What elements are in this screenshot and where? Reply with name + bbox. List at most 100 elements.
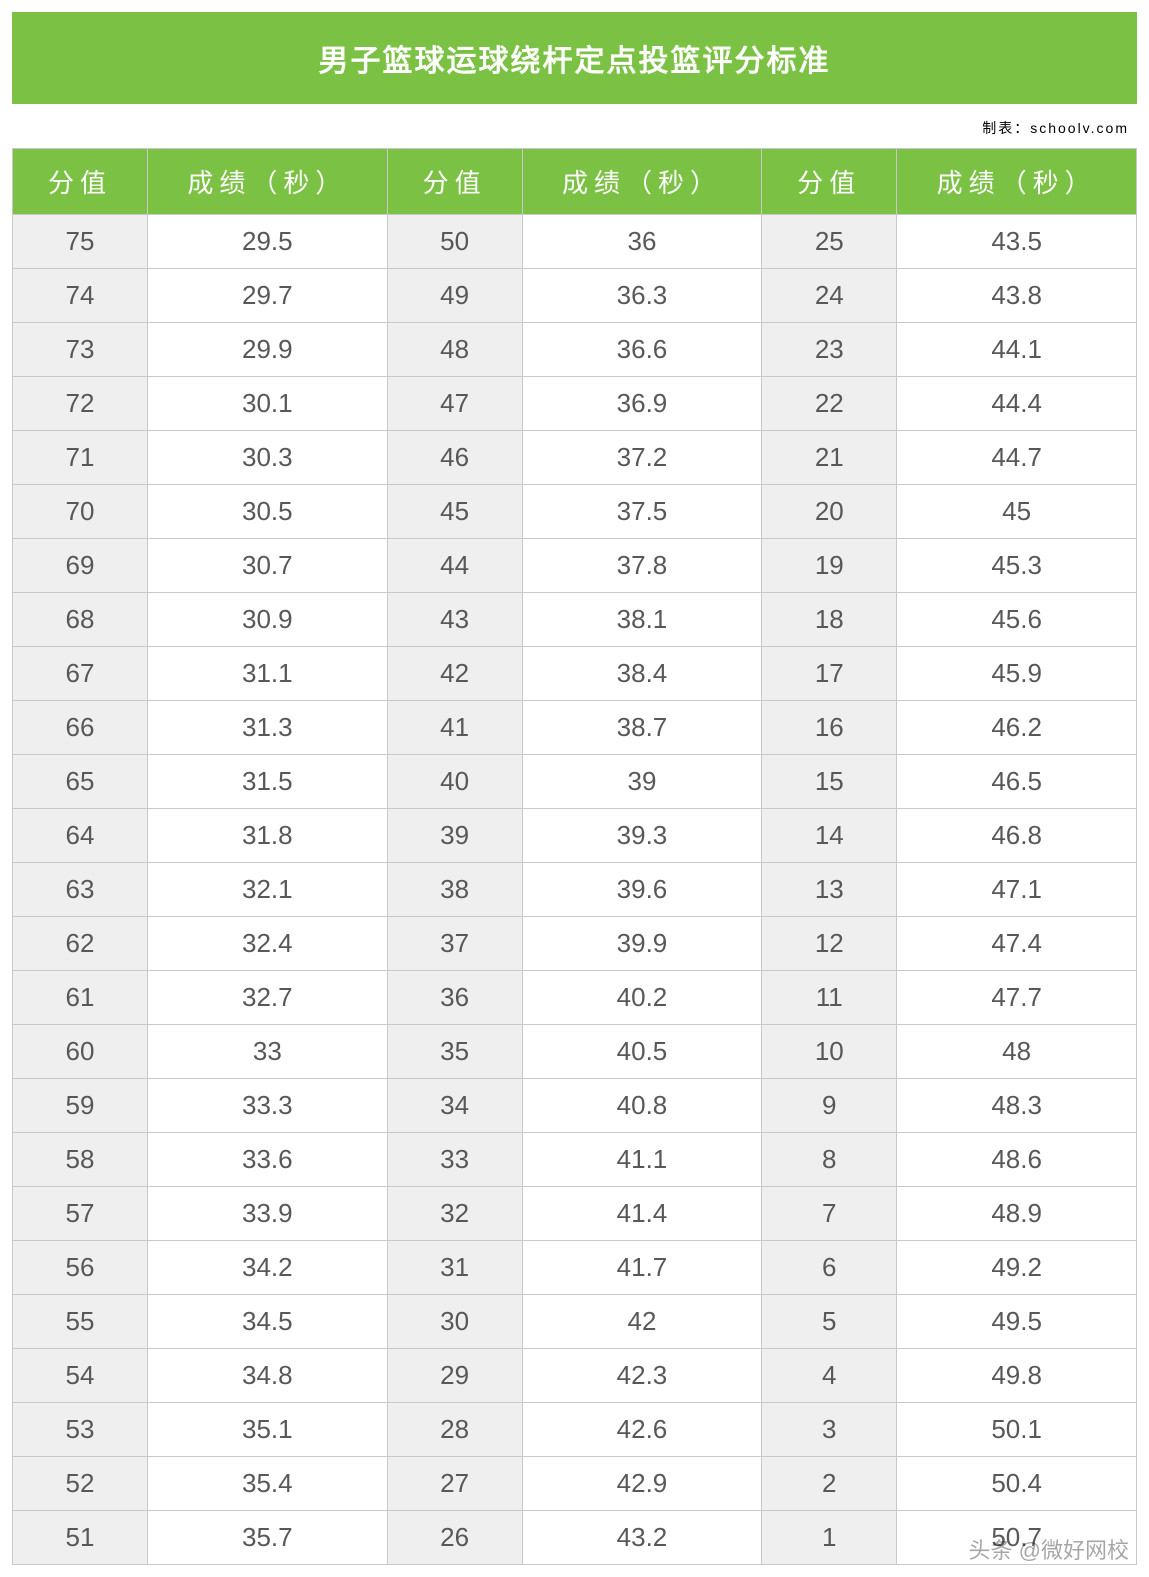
score-cell: 62 (13, 917, 148, 971)
time-cell: 48.3 (897, 1079, 1137, 1133)
time-cell: 40.5 (522, 1025, 762, 1079)
time-cell: 48.9 (897, 1187, 1137, 1241)
score-cell: 43 (387, 593, 522, 647)
table-row: 6132.73640.21147.7 (13, 971, 1137, 1025)
table-row: 7529.550362543.5 (13, 215, 1137, 269)
score-cell: 5 (762, 1295, 897, 1349)
score-cell: 59 (13, 1079, 148, 1133)
time-cell: 41.7 (522, 1241, 762, 1295)
time-cell: 40.8 (522, 1079, 762, 1133)
score-cell: 63 (13, 863, 148, 917)
score-cell: 50 (387, 215, 522, 269)
score-cell: 3 (762, 1403, 897, 1457)
time-cell: 45.3 (897, 539, 1137, 593)
time-cell: 43.2 (522, 1511, 762, 1565)
score-cell: 45 (387, 485, 522, 539)
score-cell: 30 (387, 1295, 522, 1349)
table-row: 5634.23141.7649.2 (13, 1241, 1137, 1295)
table-row: 6332.13839.61347.1 (13, 863, 1137, 917)
score-cell: 33 (387, 1133, 522, 1187)
score-cell: 40 (387, 755, 522, 809)
score-cell: 52 (13, 1457, 148, 1511)
time-cell: 32.7 (148, 971, 388, 1025)
time-cell: 29.7 (148, 269, 388, 323)
score-cell: 69 (13, 539, 148, 593)
score-cell: 28 (387, 1403, 522, 1457)
time-cell: 43.5 (897, 215, 1137, 269)
time-cell: 37.2 (522, 431, 762, 485)
time-cell: 39.6 (522, 863, 762, 917)
time-cell: 42.6 (522, 1403, 762, 1457)
time-cell: 37.8 (522, 539, 762, 593)
table-row: 5933.33440.8948.3 (13, 1079, 1137, 1133)
time-cell: 50.4 (897, 1457, 1137, 1511)
time-cell: 43.8 (897, 269, 1137, 323)
time-cell: 38.7 (522, 701, 762, 755)
header-time-2: 成绩（秒） (522, 149, 762, 215)
score-cell: 54 (13, 1349, 148, 1403)
score-cell: 31 (387, 1241, 522, 1295)
table-row: 7230.14736.92244.4 (13, 377, 1137, 431)
time-cell: 36 (522, 215, 762, 269)
score-cell: 46 (387, 431, 522, 485)
time-cell: 42.3 (522, 1349, 762, 1403)
header-time-3: 成绩（秒） (897, 149, 1137, 215)
time-cell: 46.2 (897, 701, 1137, 755)
time-cell: 46.8 (897, 809, 1137, 863)
table-row: 5733.93241.4748.9 (13, 1187, 1137, 1241)
time-cell: 49.8 (897, 1349, 1137, 1403)
header-time-1: 成绩（秒） (148, 149, 388, 215)
time-cell: 39.3 (522, 809, 762, 863)
time-cell: 44.4 (897, 377, 1137, 431)
score-cell: 56 (13, 1241, 148, 1295)
time-cell: 30.1 (148, 377, 388, 431)
time-cell: 29.9 (148, 323, 388, 377)
score-cell: 1 (762, 1511, 897, 1565)
table-header: 分值 成绩（秒） 分值 成绩（秒） 分值 成绩（秒） (13, 149, 1137, 215)
score-cell: 14 (762, 809, 897, 863)
time-cell: 30.7 (148, 539, 388, 593)
score-cell: 67 (13, 647, 148, 701)
table-row: 5235.42742.9250.4 (13, 1457, 1137, 1511)
time-cell: 47.4 (897, 917, 1137, 971)
score-cell: 65 (13, 755, 148, 809)
time-cell: 49.2 (897, 1241, 1137, 1295)
time-cell: 34.2 (148, 1241, 388, 1295)
score-cell: 64 (13, 809, 148, 863)
time-cell: 50.1 (897, 1403, 1137, 1457)
time-cell: 42 (522, 1295, 762, 1349)
score-cell: 48 (387, 323, 522, 377)
score-cell: 73 (13, 323, 148, 377)
score-cell: 6 (762, 1241, 897, 1295)
score-cell: 4 (762, 1349, 897, 1403)
score-cell: 16 (762, 701, 897, 755)
time-cell: 35.1 (148, 1403, 388, 1457)
score-cell: 35 (387, 1025, 522, 1079)
credit-line: 制表：schoolv.com (12, 104, 1137, 148)
table-row: 60333540.51048 (13, 1025, 1137, 1079)
score-cell: 70 (13, 485, 148, 539)
table-row: 7130.34637.22144.7 (13, 431, 1137, 485)
score-cell: 10 (762, 1025, 897, 1079)
table-row: 6731.14238.41745.9 (13, 647, 1137, 701)
score-cell: 26 (387, 1511, 522, 1565)
score-cell: 60 (13, 1025, 148, 1079)
time-cell: 31.3 (148, 701, 388, 755)
table-row: 7429.74936.32443.8 (13, 269, 1137, 323)
page-container: 男子篮球运球绕杆定点投篮评分标准 制表：schoolv.com 分值 成绩（秒）… (0, 0, 1149, 1577)
time-cell: 34.8 (148, 1349, 388, 1403)
table-row: 5434.82942.3449.8 (13, 1349, 1137, 1403)
score-cell: 2 (762, 1457, 897, 1511)
score-cell: 42 (387, 647, 522, 701)
score-cell: 15 (762, 755, 897, 809)
time-cell: 42.9 (522, 1457, 762, 1511)
score-cell: 20 (762, 485, 897, 539)
score-cell: 61 (13, 971, 148, 1025)
table-row: 6531.540391546.5 (13, 755, 1137, 809)
score-cell: 25 (762, 215, 897, 269)
time-cell: 36.6 (522, 323, 762, 377)
score-cell: 68 (13, 593, 148, 647)
score-cell: 74 (13, 269, 148, 323)
time-cell: 47.1 (897, 863, 1137, 917)
time-cell: 41.1 (522, 1133, 762, 1187)
